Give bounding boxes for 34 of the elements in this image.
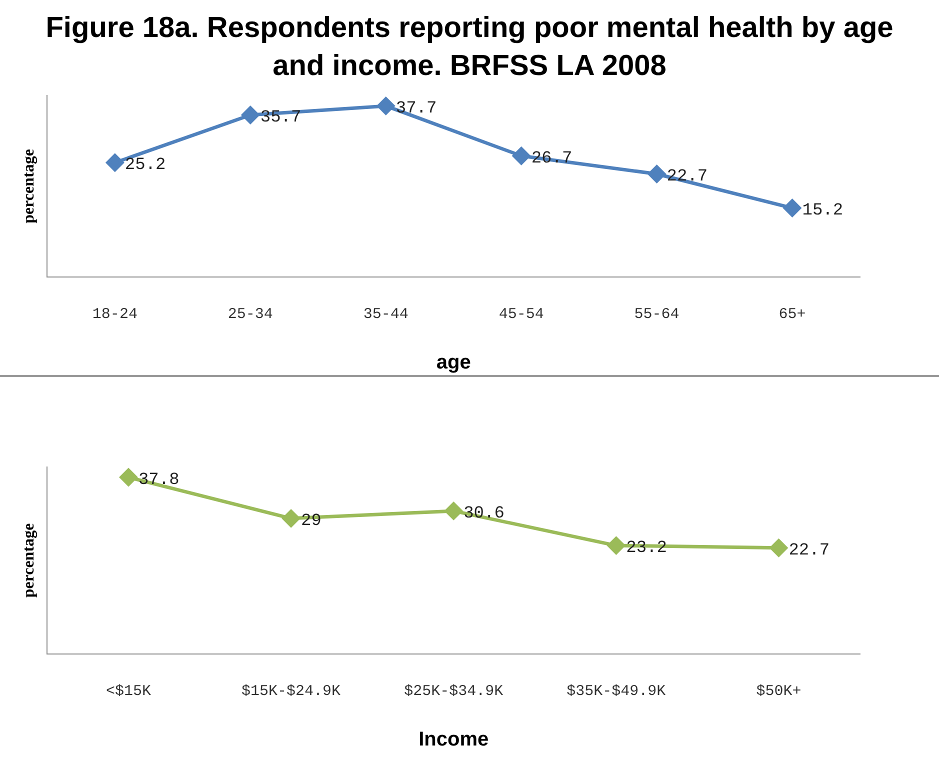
y-axis-title: percentage — [20, 149, 38, 224]
x-tick-label: <$15K — [106, 683, 151, 700]
x-tick-label: $15K-$24.9K — [242, 683, 341, 700]
x-tick-label: $35K-$49.9K — [566, 683, 666, 700]
data-label: 37.7 — [396, 100, 437, 119]
x-tick-label: 18-24 — [92, 306, 138, 324]
chart-title: Figure 18a. Respondents reporting poor mental health by age and income. BRFSS LA 2008 — [44, 11, 894, 84]
data-label: 35.7 — [260, 108, 302, 128]
x-tick-label: 35-44 — [363, 306, 408, 324]
x-tick-label: $50K+ — [756, 683, 802, 700]
x-tick-label: 45-54 — [498, 306, 544, 324]
point — [377, 98, 395, 116]
x-axis-title: Income — [418, 728, 489, 751]
point — [242, 106, 260, 124]
x-tick-label: 55-64 — [634, 306, 680, 324]
point — [444, 502, 462, 520]
data-label: 25.2 — [124, 156, 166, 176]
data-label: 22.7 — [788, 542, 830, 561]
x-tick-label: $25K-$34.9K — [404, 683, 504, 700]
point — [120, 468, 138, 486]
x-axis-title: age — [436, 352, 471, 374]
point — [512, 147, 530, 165]
point — [648, 166, 666, 184]
x-tick-label: 25-34 — [228, 306, 273, 324]
data-label: 37.8 — [138, 471, 180, 490]
point — [784, 200, 802, 218]
data-label: 15.2 — [802, 202, 844, 221]
point — [770, 540, 788, 558]
point — [106, 154, 124, 172]
y-axis-title: percentage — [20, 524, 38, 598]
x-tick-label: 65+ — [778, 306, 806, 324]
data-label: 22.7 — [666, 168, 708, 187]
point — [607, 537, 625, 555]
point — [282, 510, 300, 528]
